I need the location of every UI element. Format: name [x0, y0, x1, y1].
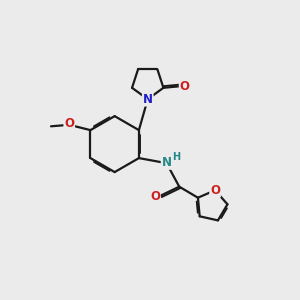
Text: O: O — [64, 117, 74, 130]
Text: N: N — [162, 156, 172, 169]
Text: O: O — [150, 190, 160, 203]
Text: H: H — [172, 152, 180, 162]
Text: N: N — [143, 93, 153, 106]
Text: O: O — [210, 184, 220, 197]
Text: O: O — [180, 80, 190, 93]
